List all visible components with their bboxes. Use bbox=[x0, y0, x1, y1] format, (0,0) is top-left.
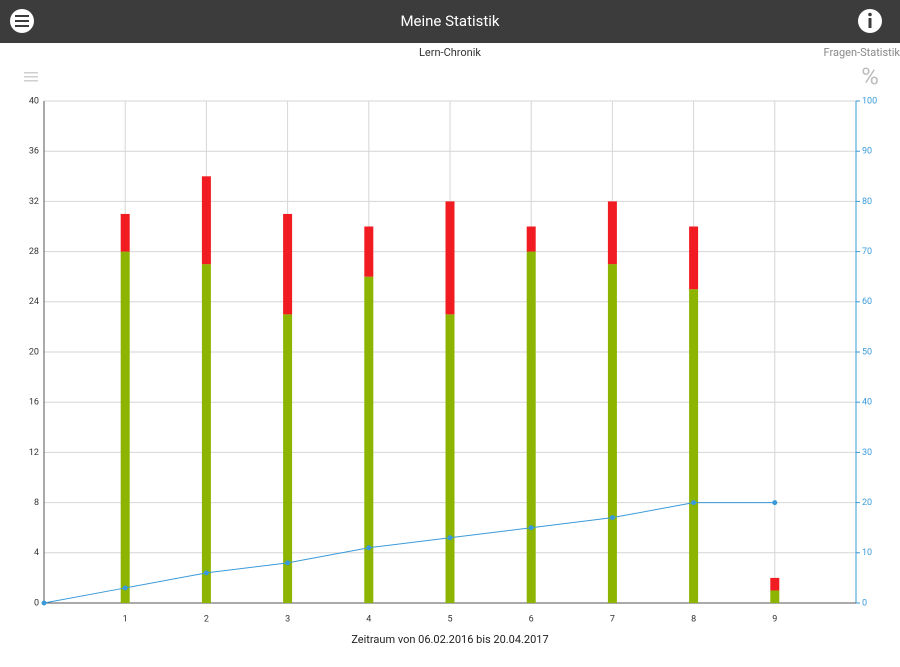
bar-segment bbox=[689, 226, 699, 290]
bar-segment bbox=[283, 213, 293, 315]
line bbox=[43, 502, 775, 604]
tab-label[interactable]: Lern-Chronik bbox=[419, 46, 481, 59]
bar-segment bbox=[607, 264, 617, 603]
bar-segment bbox=[201, 176, 211, 265]
x-tick-label: 9 bbox=[772, 614, 777, 624]
bar-segment bbox=[770, 590, 780, 603]
x-tick-label: 8 bbox=[691, 614, 696, 624]
line-point bbox=[609, 515, 615, 521]
y2-tick-label: 10 bbox=[862, 548, 872, 558]
y-tick-label: 0 bbox=[34, 598, 39, 608]
y-tick-label: 40 bbox=[29, 96, 39, 106]
info-button[interactable] bbox=[858, 9, 882, 33]
y2-tick-label: 40 bbox=[862, 398, 872, 408]
bar-segment bbox=[526, 251, 536, 603]
y2-tick-label: 50 bbox=[862, 347, 872, 357]
line-point bbox=[285, 560, 291, 566]
bar-segment bbox=[120, 251, 130, 603]
y2-tick-label: 30 bbox=[862, 448, 872, 458]
tab-label[interactable]: Fragen-Statistik bbox=[824, 46, 900, 59]
menu-button[interactable] bbox=[10, 9, 34, 33]
y-tick-label: 12 bbox=[29, 448, 39, 458]
y2-tick-label: 80 bbox=[862, 197, 872, 207]
y-tick-label: 28 bbox=[29, 247, 39, 257]
app-title: Meine Statistik bbox=[400, 12, 499, 30]
y-tick-label: 36 bbox=[29, 147, 39, 157]
line-point bbox=[41, 600, 47, 606]
y-tick-label: 32 bbox=[29, 197, 39, 207]
x-tick-label: 2 bbox=[204, 614, 209, 624]
y-tick-label: 8 bbox=[34, 498, 39, 508]
y2-tick-label: 60 bbox=[862, 297, 872, 307]
y2-tick-label: 70 bbox=[862, 247, 872, 257]
y2-tick-label: 0 bbox=[862, 598, 867, 608]
line-point bbox=[203, 570, 209, 576]
y-tick-label: 4 bbox=[34, 548, 39, 558]
bar-segment bbox=[364, 226, 374, 277]
line-point bbox=[528, 525, 534, 531]
line-point bbox=[772, 500, 778, 506]
y-tick-label: 16 bbox=[29, 398, 39, 408]
bar-segment bbox=[445, 314, 455, 603]
x-tick-label: 5 bbox=[447, 614, 452, 624]
line-point bbox=[366, 545, 372, 551]
y-tick-label: 20 bbox=[29, 347, 39, 357]
x-tick-label: 1 bbox=[123, 614, 128, 624]
y2-tick-label: 100 bbox=[862, 96, 877, 106]
y2-tick-label: 90 bbox=[862, 147, 872, 157]
line-point bbox=[447, 535, 453, 541]
tab-icon[interactable]: % bbox=[861, 62, 879, 90]
x-tick-label: 3 bbox=[285, 614, 290, 624]
bar-segment bbox=[770, 577, 780, 591]
bar-segment bbox=[526, 226, 536, 252]
bar-segment bbox=[607, 201, 617, 265]
bar-segment bbox=[120, 213, 130, 252]
x-tick-label: 7 bbox=[610, 614, 615, 624]
bar-segment bbox=[445, 201, 455, 315]
bar-segment bbox=[201, 264, 211, 603]
bar-segment bbox=[364, 276, 374, 603]
bar-segment bbox=[283, 314, 293, 603]
y2-tick-label: 20 bbox=[862, 498, 872, 508]
app-bar bbox=[0, 0, 900, 43]
line-point bbox=[122, 585, 128, 591]
line-point bbox=[691, 500, 697, 506]
x-tick-label: 6 bbox=[529, 614, 534, 624]
x-tick-label: 4 bbox=[366, 614, 371, 624]
bar-segment bbox=[689, 289, 699, 603]
x-axis-title: Zeitraum von 06.02.2016 bis 20.04.2017 bbox=[351, 633, 548, 646]
y-tick-label: 24 bbox=[29, 297, 39, 307]
tab-icon[interactable] bbox=[24, 72, 38, 82]
